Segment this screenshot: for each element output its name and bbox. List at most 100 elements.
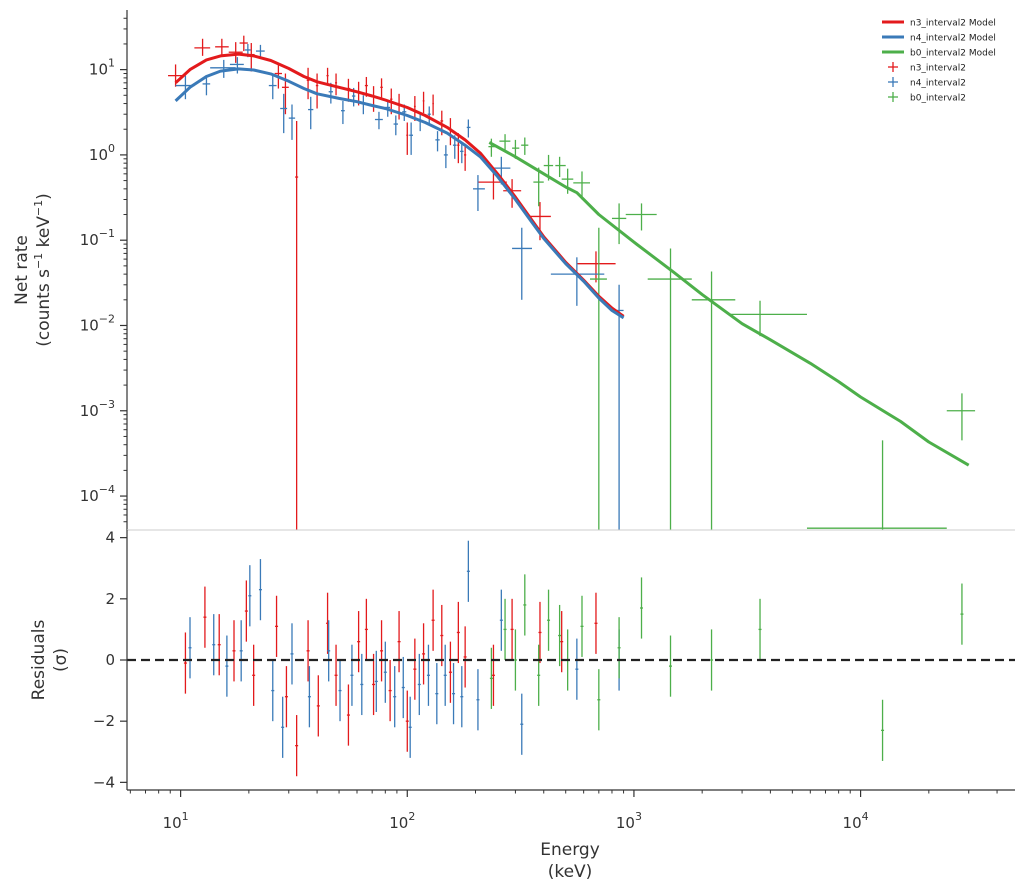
top-data-layer	[168, 35, 976, 530]
legend-label: b0_interval2 Model	[910, 49, 996, 59]
residuals-panel: 4 2 0 −2 −4 101 102 103 104 Residuals (σ) Energ…	[29, 529, 1015, 882]
residual-point	[248, 565, 252, 627]
x-tick-label: 101	[163, 810, 189, 832]
data-point	[194, 38, 211, 56]
legend-label: n3_interval2 Model	[910, 19, 996, 29]
legend: n3_interval2 Model n4_interval2 Model b0_i…	[882, 19, 996, 104]
residual-point	[275, 595, 279, 657]
data-point	[611, 203, 627, 245]
residual-point	[489, 647, 493, 709]
data-point	[374, 111, 383, 130]
data-point	[380, 78, 383, 100]
residual-point	[364, 598, 368, 660]
data-point	[614, 284, 624, 530]
data-point	[210, 59, 236, 78]
residual-point	[239, 620, 243, 682]
residual-point	[408, 696, 412, 758]
residual-point	[290, 623, 294, 685]
data-point	[280, 93, 288, 134]
data-point	[691, 271, 736, 530]
data-point	[239, 35, 248, 52]
residual-point	[357, 611, 361, 673]
residual-point	[435, 663, 439, 725]
x-tick-label: 103	[616, 810, 642, 832]
residual-point	[422, 623, 426, 685]
residual-point	[597, 669, 601, 731]
residual-point	[307, 666, 311, 728]
data-point	[555, 156, 566, 178]
data-point	[573, 171, 591, 200]
data-point	[340, 100, 345, 125]
y-tick-label: 10−2	[80, 312, 115, 334]
residual-point	[460, 666, 464, 728]
data-point	[432, 94, 434, 116]
data-point	[590, 227, 607, 530]
residual-y-tick-label: −2	[93, 712, 115, 730]
residual-point	[640, 577, 644, 639]
bottom-y-ticks: 4 2 0 −2 −4	[93, 529, 127, 791]
residual-point	[306, 620, 310, 682]
data-point	[215, 38, 229, 56]
data-point	[306, 67, 310, 100]
x-ticks: 101 102 103 104	[129, 790, 998, 832]
data-point	[460, 142, 464, 164]
model-curve-b0_interval2 Model	[488, 141, 970, 467]
data-point	[406, 122, 409, 155]
residual-point	[217, 614, 221, 676]
residual-point	[463, 626, 467, 688]
residual-point	[380, 620, 384, 682]
residual-point	[350, 644, 354, 706]
y-tick-label: 10−4	[80, 483, 115, 505]
residual-point	[537, 644, 541, 706]
residual-point	[476, 669, 480, 731]
series-b0_interval2	[488, 134, 976, 530]
residual-point	[360, 653, 364, 716]
model-curve-n4_interval2 Model	[174, 67, 625, 320]
data-point	[806, 440, 947, 530]
data-point	[533, 167, 544, 207]
residual-point	[188, 617, 192, 679]
residual-point	[271, 660, 275, 722]
data-point	[315, 73, 319, 109]
residual-point	[281, 696, 285, 758]
data-point	[466, 119, 471, 138]
residual-point	[594, 592, 598, 654]
data-point	[335, 73, 338, 96]
residual-point	[212, 614, 216, 676]
residual-point	[327, 620, 331, 682]
model-curves-layer	[174, 52, 970, 467]
model-curve-n3_interval2 Model	[174, 52, 625, 318]
residual-point	[456, 601, 460, 664]
legend-label: n4_interval2	[910, 79, 966, 89]
data-point	[202, 75, 211, 96]
x-axis-label-line1: Energy	[540, 840, 600, 860]
data-point	[435, 131, 440, 152]
residual-point	[499, 589, 503, 651]
data-point	[457, 133, 460, 164]
residual-point	[383, 641, 387, 703]
residual-point	[401, 656, 405, 719]
residual-point	[440, 604, 444, 667]
data-point	[228, 42, 243, 63]
x-tick-label: 102	[389, 810, 415, 832]
residual-point	[405, 690, 409, 752]
data-point	[512, 227, 532, 300]
data-point	[422, 91, 425, 113]
residual-point	[252, 644, 256, 706]
data-point	[308, 96, 314, 130]
residual-point	[510, 598, 514, 660]
legend-label: n4_interval2 Model	[910, 34, 996, 44]
data-point	[427, 106, 431, 125]
data-point	[268, 75, 277, 100]
top-y-ticks: 101 100 10−1 10−2 10−3 10−4	[80, 17, 127, 523]
residual-point	[417, 653, 421, 716]
residual-point	[448, 641, 452, 703]
residual-point	[426, 644, 430, 706]
y-tick-label: 100	[89, 142, 115, 164]
residual-series-n3_interval2	[183, 580, 598, 777]
data-point	[488, 138, 496, 157]
residual-point	[575, 638, 579, 700]
residual-point	[669, 635, 673, 697]
x-tick-label: 104	[843, 810, 869, 832]
residual-point	[560, 611, 564, 673]
